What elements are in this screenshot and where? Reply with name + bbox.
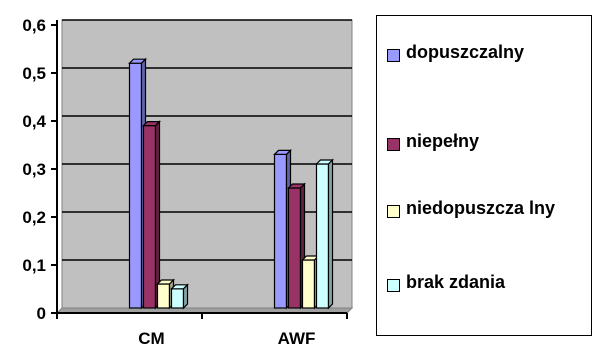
y-tick-label: 0,4 — [22, 112, 46, 131]
bar — [156, 278, 175, 310]
y-tick-label: 0,3 — [22, 160, 46, 179]
legend-label: brak zdania — [406, 272, 506, 292]
axes: 0 0,1 0,2 0,3 0,4 0,5 0,6 CM AWF — [22, 16, 348, 348]
x-tick-label: CM — [138, 329, 164, 348]
y-tick-label: 0,1 — [22, 256, 46, 275]
legend-swatch — [387, 205, 400, 218]
bar-front — [301, 259, 316, 309]
bar-side — [327, 158, 334, 310]
legend-label: niedopuszcza lny — [406, 198, 556, 218]
bar-front — [315, 163, 330, 309]
legend-item-dopuszczalny: dopuszczalny — [387, 42, 586, 66]
legend-item-niepelny: niepełny — [387, 131, 586, 155]
legend-swatch — [387, 138, 400, 151]
legend-item-brak-zdania: brak zdania — [387, 272, 586, 296]
bar-side — [154, 120, 161, 310]
y-tick-label: 0,5 — [22, 64, 46, 83]
legend-item-niedopuszczalny: niedopuszcza lny — [387, 198, 566, 222]
legend-label: dopuszczalny — [406, 42, 525, 62]
y-tick-label: 0 — [37, 304, 46, 323]
bars — [128, 57, 334, 310]
bar — [142, 120, 161, 310]
bar-front — [170, 288, 185, 309]
bar-side — [182, 283, 189, 310]
bar — [315, 158, 334, 310]
x-tick-label: AWF — [278, 329, 316, 348]
legend-label: niepełny — [406, 131, 480, 151]
legend-swatch — [387, 49, 400, 62]
bar-front — [273, 153, 288, 309]
legend-swatch — [387, 279, 400, 292]
bar-front — [142, 124, 157, 309]
bar-front — [156, 283, 171, 309]
bar-front — [287, 187, 302, 309]
y-tick-label: 0,2 — [22, 208, 46, 227]
bar-front — [128, 62, 143, 309]
y-tick-label: 0,6 — [22, 16, 46, 35]
plot-area — [55, 19, 354, 314]
bar — [170, 283, 189, 310]
legend: dopuszczalny niepełny niedopuszcza lny b… — [376, 15, 592, 336]
